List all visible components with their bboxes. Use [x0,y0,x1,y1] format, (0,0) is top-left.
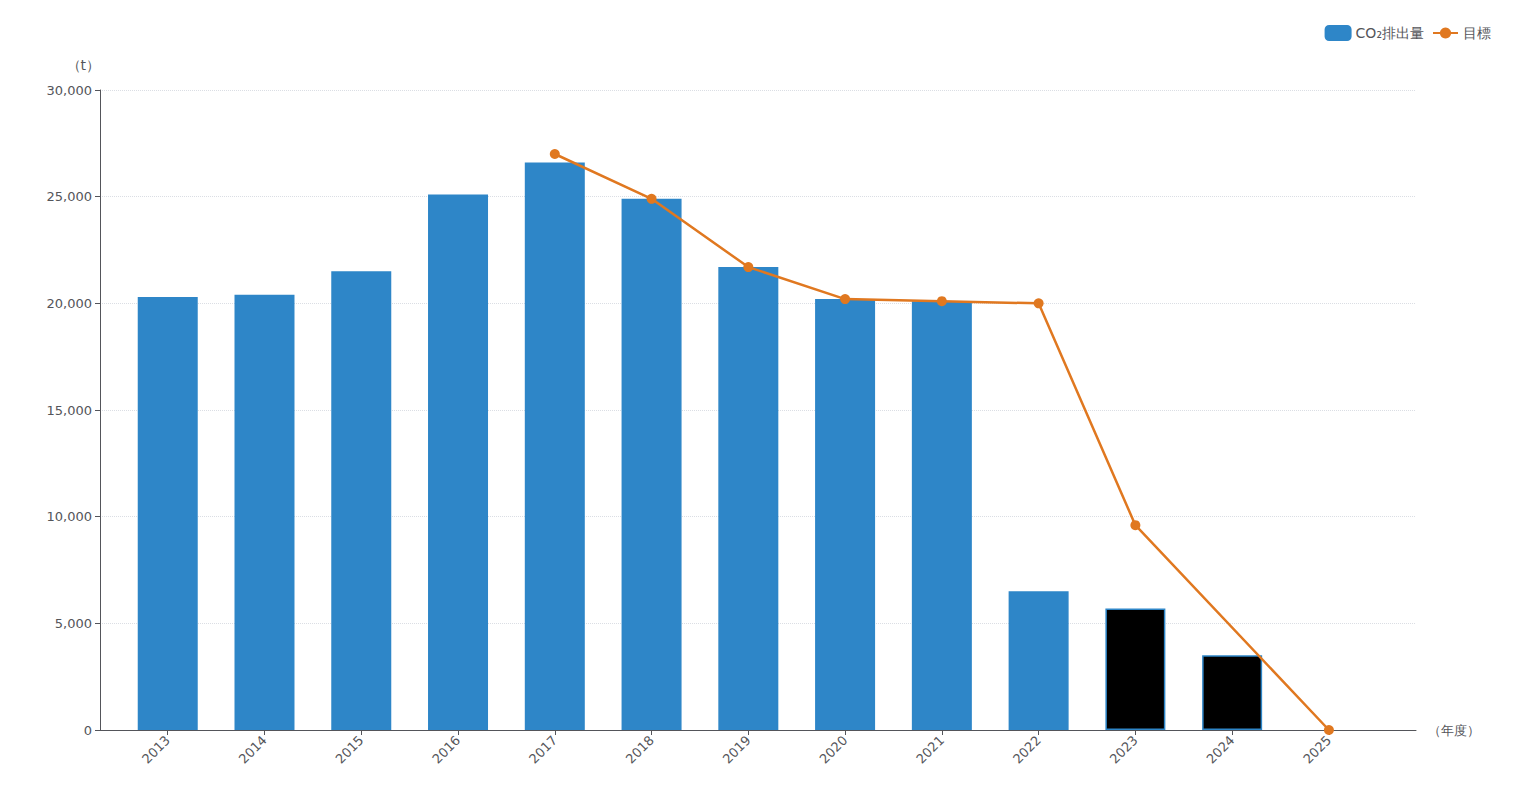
svg-text:2021: 2021 [913,733,947,767]
svg-text:10,000: 10,000 [47,509,93,524]
svg-text:2020: 2020 [816,733,850,767]
svg-text:2014: 2014 [236,733,270,767]
svg-text:0: 0 [84,723,92,738]
svg-text:20,000: 20,000 [47,296,93,311]
svg-text:5,000: 5,000 [55,616,92,631]
svg-text:2016: 2016 [429,733,463,767]
svg-text:2013: 2013 [139,733,173,767]
svg-text:（t）: （t） [67,57,101,73]
svg-text:2015: 2015 [333,733,367,767]
svg-text:30,000: 30,000 [47,83,93,98]
svg-text:（年度）: （年度） [1428,723,1480,738]
svg-text:目標: 目標 [1463,25,1491,41]
svg-text:2023: 2023 [1107,733,1141,767]
svg-text:25,000: 25,000 [47,189,93,204]
svg-text:2019: 2019 [720,733,754,767]
svg-text:2025: 2025 [1300,733,1334,767]
svg-text:2018: 2018 [623,733,657,767]
svg-text:15,000: 15,000 [47,403,93,418]
svg-text:2017: 2017 [526,733,560,767]
svg-text:CO₂排出量: CO₂排出量 [1356,25,1424,41]
svg-text:2024: 2024 [1203,733,1237,767]
svg-text:2022: 2022 [1010,733,1044,767]
